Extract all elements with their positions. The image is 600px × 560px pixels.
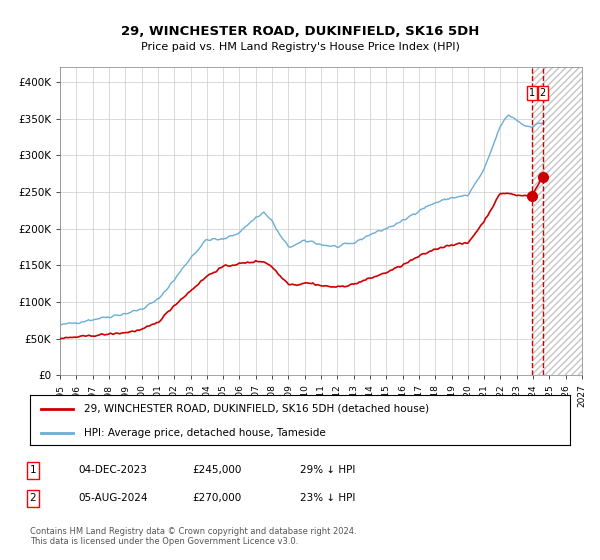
Text: Contains HM Land Registry data © Crown copyright and database right 2024.
This d: Contains HM Land Registry data © Crown c… bbox=[30, 526, 356, 546]
Text: 23% ↓ HPI: 23% ↓ HPI bbox=[300, 493, 355, 503]
Text: 2: 2 bbox=[29, 493, 37, 503]
Text: 29% ↓ HPI: 29% ↓ HPI bbox=[300, 465, 355, 475]
Bar bbox=[532, 67, 582, 375]
Text: 2: 2 bbox=[539, 88, 546, 98]
Text: 1: 1 bbox=[29, 465, 37, 475]
Text: 05-AUG-2024: 05-AUG-2024 bbox=[78, 493, 148, 503]
Text: 29, WINCHESTER ROAD, DUKINFIELD, SK16 5DH (detached house): 29, WINCHESTER ROAD, DUKINFIELD, SK16 5D… bbox=[84, 404, 429, 414]
Text: £245,000: £245,000 bbox=[192, 465, 241, 475]
Text: 29, WINCHESTER ROAD, DUKINFIELD, SK16 5DH: 29, WINCHESTER ROAD, DUKINFIELD, SK16 5D… bbox=[121, 25, 479, 38]
Text: HPI: Average price, detached house, Tameside: HPI: Average price, detached house, Tame… bbox=[84, 428, 326, 437]
Text: £270,000: £270,000 bbox=[192, 493, 241, 503]
Text: 1: 1 bbox=[529, 88, 535, 98]
Text: Price paid vs. HM Land Registry's House Price Index (HPI): Price paid vs. HM Land Registry's House … bbox=[140, 42, 460, 52]
Text: 04-DEC-2023: 04-DEC-2023 bbox=[78, 465, 147, 475]
